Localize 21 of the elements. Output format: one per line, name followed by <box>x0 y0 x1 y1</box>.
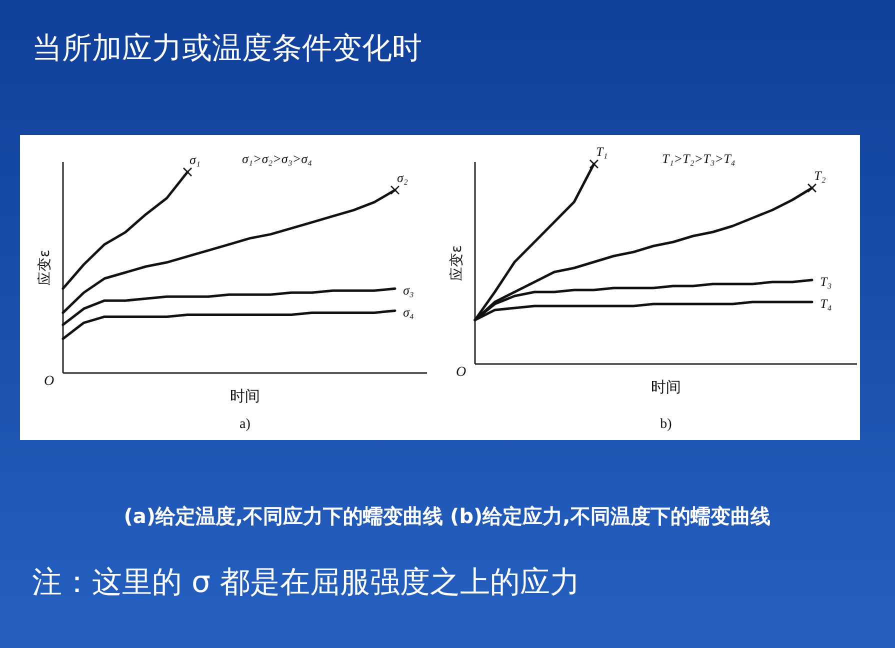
y-axis-title: 应变ε <box>37 250 53 286</box>
text: O <box>44 374 54 389</box>
series-label: σ₃ <box>403 282 414 298</box>
series-label: T₄ <box>820 296 832 311</box>
series-label: σ₂ <box>397 170 408 186</box>
series-label: T₃ <box>820 274 832 289</box>
text: 注：这里的 σ 都是在屈服强度之上的应力 <box>32 565 580 600</box>
text: b) <box>660 417 672 432</box>
x-axis-title: 时间 <box>230 387 260 405</box>
text: a) <box>240 417 251 432</box>
y-axis-title: 应变ε <box>449 245 465 281</box>
series-label: σ₁ <box>190 152 200 167</box>
series-label: σ₄ <box>403 304 414 320</box>
text: (a)给定温度,不同应力下的蠕变曲线 (b)给定应力,不同温度下的蠕变曲线 <box>124 504 770 528</box>
series-label: T₁ <box>596 144 608 159</box>
x-axis-title: 时间 <box>651 378 681 396</box>
series-label: T₂ <box>814 168 826 183</box>
text: 当所加应力或温度条件变化时 <box>32 31 422 66</box>
annotation: T₁>T₂>T₃>T₄ <box>662 151 736 166</box>
text: O <box>456 365 466 380</box>
text: σ₁>σ₂>σ₃>σ₄ <box>242 151 313 166</box>
